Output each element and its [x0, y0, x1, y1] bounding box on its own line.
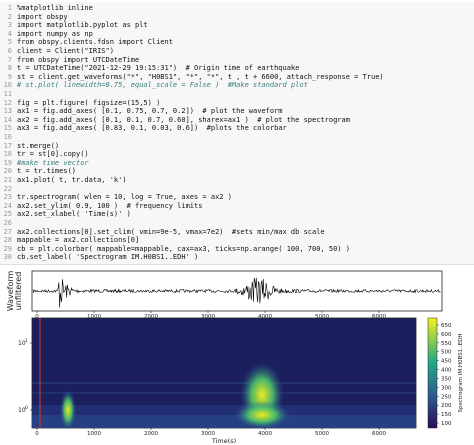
code-line: # st.plot( linewidth=0.75, equal_scale =…	[17, 81, 308, 90]
waveform-x-tick-label: 2000	[144, 314, 158, 320]
code-line: cb.set_label( 'Spectrogram IM.H0BS1..EDH…	[17, 253, 199, 262]
line-number: 25	[3, 210, 12, 219]
spectrogram-x-tick-label: 6000	[372, 431, 386, 437]
code-editor[interactable]: 1 %matplotlib inline 2 import obspy 3 import …	[0, 2, 474, 265]
code-line: import obspy	[17, 12, 68, 21]
line-number: 3	[7, 21, 12, 30]
line-number: 30	[3, 253, 12, 262]
line-number: 15	[3, 124, 12, 133]
code-line: #make time vector	[17, 158, 89, 167]
code-line: fig = plt.figure( figsize=(15,5) )	[17, 98, 161, 107]
spectrogram-x-tick-label: 0	[35, 431, 39, 437]
colorbar-tick-label: 500	[441, 350, 452, 356]
line-number: 27	[3, 227, 12, 236]
figure-output: Waveform unfiltered0010001000200020003000…	[6, 270, 464, 445]
y-tick-exponent: 1	[25, 338, 28, 344]
code-line: %matplotlib inline	[17, 4, 93, 12]
line-number: 14	[3, 115, 12, 124]
line-number: 29	[3, 244, 12, 253]
line-number: 21	[3, 176, 12, 184]
colorbar-tick-label: 300	[441, 385, 452, 391]
colorbar-tick-label: 550	[441, 341, 452, 347]
line-number: 8	[7, 64, 12, 73]
line-number: 13	[3, 107, 12, 116]
waveform-trace	[32, 277, 441, 308]
code-line: cb = plt.colorbar( mappable=mappable, ca…	[17, 244, 350, 253]
line-number: 16	[3, 133, 12, 141]
code-line: t = UTCDateTime("2021-12-29 19:15:31") #…	[17, 64, 300, 73]
code-line: client = Client("IRIS")	[17, 47, 114, 55]
waveform-x-tick-label: 5000	[315, 314, 329, 320]
code-line: ax1.plot( t, tr.data, 'k')	[17, 176, 127, 184]
code-line: tr.spectrogram( wlen = 10, log = True, a…	[17, 193, 232, 202]
spectrogram-x-tick-label: 1000	[87, 431, 101, 437]
code-line: import matplotlib.pyplot as plt	[17, 21, 148, 30]
colorbar-tick-label: 600	[441, 332, 452, 338]
line-number: 28	[3, 236, 12, 245]
line-number: 2	[7, 12, 12, 21]
colorbar	[427, 317, 438, 429]
line-number: 9	[7, 72, 12, 81]
colorbar-tick-label: 100	[441, 421, 452, 427]
line-number: 4	[7, 29, 12, 38]
code-line: ax2.collections[0].set_clim( vmin=9e-5, …	[17, 227, 325, 236]
spectrogram-image	[32, 318, 416, 430]
colorbar-tick-label: 150	[441, 412, 452, 418]
line-number: 19	[3, 158, 12, 167]
line-number: 12	[3, 98, 12, 107]
waveform-x-tick-label: 6000	[372, 314, 386, 320]
code-line: from obspy import UTCDateTime	[17, 55, 140, 64]
code-line: st = client.get_waveforms("*", "H0BS1", …	[17, 72, 384, 81]
colorbar-tick-label: 450	[441, 359, 452, 365]
code-line: ax2 = fig.add_axes( [0.1, 0.1, 0.7, 0.60…	[17, 115, 350, 124]
line-number: 11	[3, 90, 12, 98]
line-number: 6	[7, 47, 12, 55]
line-number: 1	[7, 4, 12, 12]
colorbar-tick-label: 650	[441, 323, 452, 329]
code-line: t = tr.times()	[17, 167, 77, 176]
spectrogram-x-tick-label: 3000	[201, 431, 215, 437]
colorbar-label: Spectrogram IM.H0BS1..EDH	[458, 333, 464, 412]
y-tick-exponent: 0	[25, 405, 28, 411]
code-line: ax1 = fig.add_axes( [0.1, 0.75, 0.7, 0.2…	[17, 107, 283, 116]
code-line: import numpy as np	[17, 29, 93, 38]
colorbar-tick-label: 250	[441, 394, 452, 400]
line-number: 23	[3, 193, 12, 202]
code-line: ax2.set_xlabel( 'Time(s)' )	[17, 210, 131, 219]
waveform-ylabel: unfiltered	[14, 272, 23, 311]
colorbar-tick-label: 200	[441, 403, 452, 409]
x-axis-label: Time(s)	[211, 437, 236, 445]
line-number: 24	[3, 201, 12, 210]
y-tick-base: 10	[18, 340, 26, 347]
colorbar-tick-label: 400	[441, 368, 452, 374]
line-number: 22	[3, 184, 12, 193]
waveform-x-tick-label: 1000	[87, 314, 101, 320]
line-number: 20	[3, 167, 12, 176]
y-tick-base: 10	[18, 407, 26, 414]
line-number: 18	[3, 150, 12, 159]
code-line: tr = st[0].copy()	[17, 150, 89, 159]
code-line: from obspy.clients.fdsn import Client	[17, 38, 173, 47]
colorbar-tick-label: 350	[441, 376, 452, 382]
waveform-x-tick-label: 4000	[258, 314, 272, 320]
spectrogram-x-tick-label: 5000	[315, 431, 329, 437]
code-line: st.merge()	[17, 141, 60, 150]
line-number: 17	[3, 141, 12, 150]
waveform-ylabel: Waveform	[6, 270, 15, 311]
line-number: 7	[7, 55, 12, 64]
line-number: 26	[3, 219, 12, 227]
code-line: mappable = ax2.collections[0]	[17, 236, 140, 245]
code-line: ax3 = fig.add_axes( [0.83, 0.1, 0.03, 0.…	[17, 124, 287, 133]
spectrogram-x-tick-label: 2000	[144, 431, 158, 437]
line-number: 5	[7, 38, 12, 47]
spectrogram-x-tick-label: 4000	[258, 431, 272, 437]
line-number: 10	[3, 81, 12, 90]
waveform-x-tick-label: 0	[35, 314, 39, 320]
waveform-x-tick-label: 3000	[201, 314, 215, 320]
code-line: ax2.set_ylim( 0.9, 100 ) # frequency lim…	[17, 201, 203, 210]
